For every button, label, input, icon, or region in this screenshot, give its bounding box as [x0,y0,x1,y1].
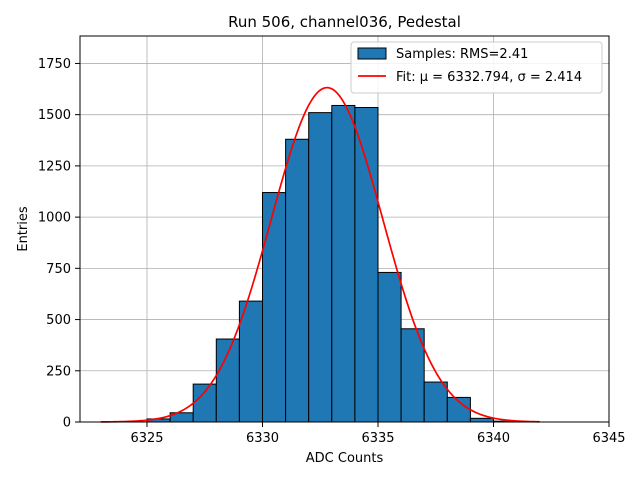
histogram-bar [400,328,425,423]
chart-title: Run 506, channel036, Pedestal [228,13,461,31]
x-axis-label: ADC Counts [306,451,384,466]
histogram-bar [261,192,287,423]
legend-histogram-swatch [357,47,387,60]
x-axis-ticks: 6325 6330 6335 6340 6345 [130,422,626,446]
y-tick-label: 1750 [38,57,71,72]
x-tick-label: 6340 [477,431,510,446]
histogram-bar [308,112,333,423]
histogram-bars [146,104,518,423]
histogram-bar [331,104,356,423]
histogram-bar [285,138,310,423]
y-tick-label: 1250 [38,159,71,174]
histogram-bar [354,107,379,423]
legend: Samples: RMS=2.41 Fit: μ = 6332.794, σ =… [350,41,603,94]
plot-frame [79,35,610,423]
y-tick-label: 250 [46,364,71,379]
y-axis-label: Entries [16,206,31,252]
y-tick-label: 1000 [38,211,71,226]
x-tick-label: 6345 [592,431,625,446]
legend-box [350,41,603,94]
histogram-bar [423,381,448,423]
histogram-bar [238,300,263,423]
histogram-bar [469,417,494,423]
y-tick-label: 750 [46,262,71,277]
legend-histogram-label: Samples: RMS=2.41 [396,47,528,62]
histogram-bar [377,271,402,423]
y-axis-ticks: 0 250 500 750 1000 1250 1500 1750 [38,57,80,431]
y-tick-label: 0 [63,416,71,431]
legend-fit-label: Fit: μ = 6332.794, σ = 2.414 [396,70,582,85]
x-tick-label: 6330 [246,431,279,446]
x-tick-label: 6325 [130,431,163,446]
y-tick-label: 1500 [38,108,71,123]
histogram-bar [192,383,217,423]
y-tick-label: 500 [46,313,71,328]
x-tick-label: 6335 [361,431,394,446]
fit-curve [100,86,540,423]
